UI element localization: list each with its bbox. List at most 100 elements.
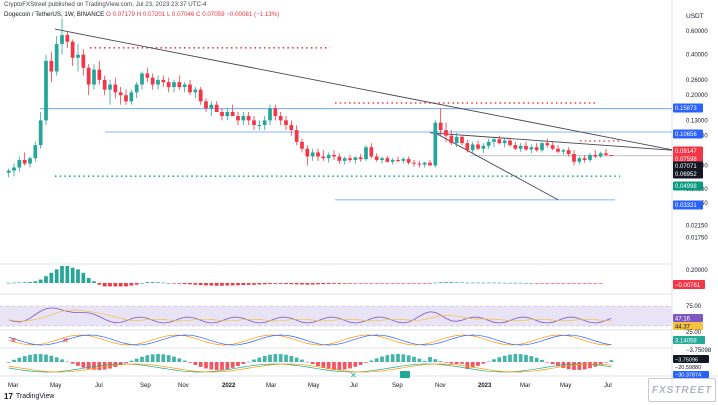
osc-bar-31 — [172, 356, 176, 362]
osc-bar-23 — [129, 360, 134, 362]
osc-bar-64 — [348, 362, 352, 369]
macd-bar-38 — [209, 283, 214, 286]
candle-body-72 — [390, 159, 395, 162]
macd-bar-69 — [374, 283, 379, 284]
macd-bar-32 — [177, 283, 182, 284]
macd-bar-56 — [305, 283, 310, 285]
macd-bar-68 — [369, 283, 374, 284]
osc-bar-98 — [529, 356, 534, 362]
downtrend-line-main — [54, 28, 673, 151]
macd-bar-72 — [390, 283, 395, 284]
candle-body-108 — [582, 158, 587, 160]
macd-bar-6 — [38, 279, 43, 283]
candle-body-8 — [49, 60, 54, 72]
osc-bar-103 — [556, 362, 560, 367]
candle-body-63 — [342, 158, 347, 161]
macd-bar-22 — [124, 283, 128, 287]
osc-bar-44 — [241, 362, 246, 364]
cross-marker-icon-3: ✕ — [350, 371, 357, 380]
candle-body-94 — [508, 140, 512, 146]
tradingview-logo[interactable]: 17 TradingView — [4, 392, 54, 401]
macd-bar-44 — [241, 283, 246, 286]
macd-bar-53 — [289, 283, 294, 285]
candle-body-24 — [134, 84, 139, 93]
osc-bar-11 — [65, 361, 70, 363]
y-tick-label-1: 0.40000 — [686, 53, 708, 59]
macd-bar-28 — [156, 282, 160, 283]
macd-bar-10 — [60, 266, 64, 283]
candle-body-17 — [97, 69, 102, 80]
osc-bar-43 — [236, 362, 240, 367]
osc-bar-54 — [294, 357, 299, 362]
osc-tick: −3.75098 — [686, 348, 712, 354]
macd-bar-106 — [572, 283, 576, 284]
osc-bar-82 — [444, 362, 448, 363]
price-tag-bg-6 — [673, 181, 703, 191]
price-tag-bg-7 — [673, 200, 703, 210]
open-value: O 0.07179 — [106, 11, 135, 18]
osc-bar-111 — [598, 362, 603, 365]
osc-bar-73 — [396, 354, 400, 362]
osc-bar-63 — [342, 362, 347, 370]
change-value: −0.00081 (−1.13%) — [226, 11, 280, 18]
trend-lines — [54, 28, 673, 201]
macd-bar-90 — [486, 282, 491, 284]
candle-body-58 — [316, 152, 320, 157]
osc-bar-37 — [204, 362, 208, 369]
macd-bar-1 — [12, 282, 16, 284]
osc-bar-60 — [326, 362, 331, 370]
candle-body-9 — [54, 44, 59, 72]
osc-bar-106 — [572, 362, 576, 370]
osc-bar-42 — [230, 362, 235, 368]
stoch-d-line — [8, 334, 612, 346]
candle-body-87 — [470, 144, 475, 151]
stoch-k-line — [8, 334, 612, 346]
macd-bar-111 — [598, 283, 603, 284]
currency-label: USDT — [686, 13, 704, 20]
macd-bar-39 — [214, 283, 219, 286]
osc-bar-71 — [385, 355, 390, 362]
macd-bar-67 — [364, 283, 368, 284]
high-value: H 0.07201 — [136, 11, 166, 18]
publisher-header: CryptoFXStreet published on TradingView.… — [4, 1, 206, 8]
osc-bar-29 — [161, 354, 166, 362]
x-tick-label-9: Sep — [392, 383, 403, 389]
osc-bar-38 — [209, 362, 214, 370]
macd-bar-41 — [225, 283, 230, 286]
osc-bar-108 — [582, 362, 587, 370]
osc-bar-87 — [470, 362, 475, 368]
macd-bar-2 — [17, 282, 22, 284]
osc-bar-48 — [262, 355, 267, 362]
candle-body-25 — [140, 73, 144, 85]
candle-body-22 — [124, 95, 128, 102]
candle-body-112 — [604, 153, 608, 155]
candle-body-84 — [454, 136, 459, 144]
macd-bar-87 — [470, 282, 475, 284]
osc-bar-2 — [17, 357, 22, 362]
candle-body-15 — [86, 67, 91, 85]
candle-body-50 — [273, 108, 278, 117]
macd-bar-92 — [497, 282, 502, 284]
candle-body-110 — [593, 154, 598, 157]
candle-body-0 — [6, 170, 11, 173]
osc-tag-bg-3 — [673, 371, 709, 378]
osc-bar-102 — [550, 362, 555, 365]
candle-body-19 — [108, 84, 112, 90]
macd-bar-46 — [252, 283, 256, 285]
candle-body-13 — [76, 54, 80, 58]
macd-bar-52 — [284, 283, 288, 285]
macd-bar-85 — [460, 282, 464, 284]
candle-body-39 — [214, 104, 219, 112]
symbol-label: Dogecoin / TetherUS, 1W, BINANCE — [4, 11, 105, 18]
price-tag-bg-2 — [673, 146, 703, 156]
candle-body-61 — [332, 154, 336, 157]
macd-bar-37 — [204, 283, 208, 286]
x-tick-label-13: May — [560, 383, 571, 389]
candle-body-68 — [369, 147, 374, 157]
macd-bar-3 — [22, 282, 27, 283]
price-tag-4: 0.07071 — [675, 164, 697, 170]
ohlc-legend: Dogecoin / TetherUS, 1W, BINANCE O 0.071… — [4, 11, 279, 18]
candle-body-47 — [257, 125, 262, 127]
osc-bar-59 — [321, 362, 326, 368]
